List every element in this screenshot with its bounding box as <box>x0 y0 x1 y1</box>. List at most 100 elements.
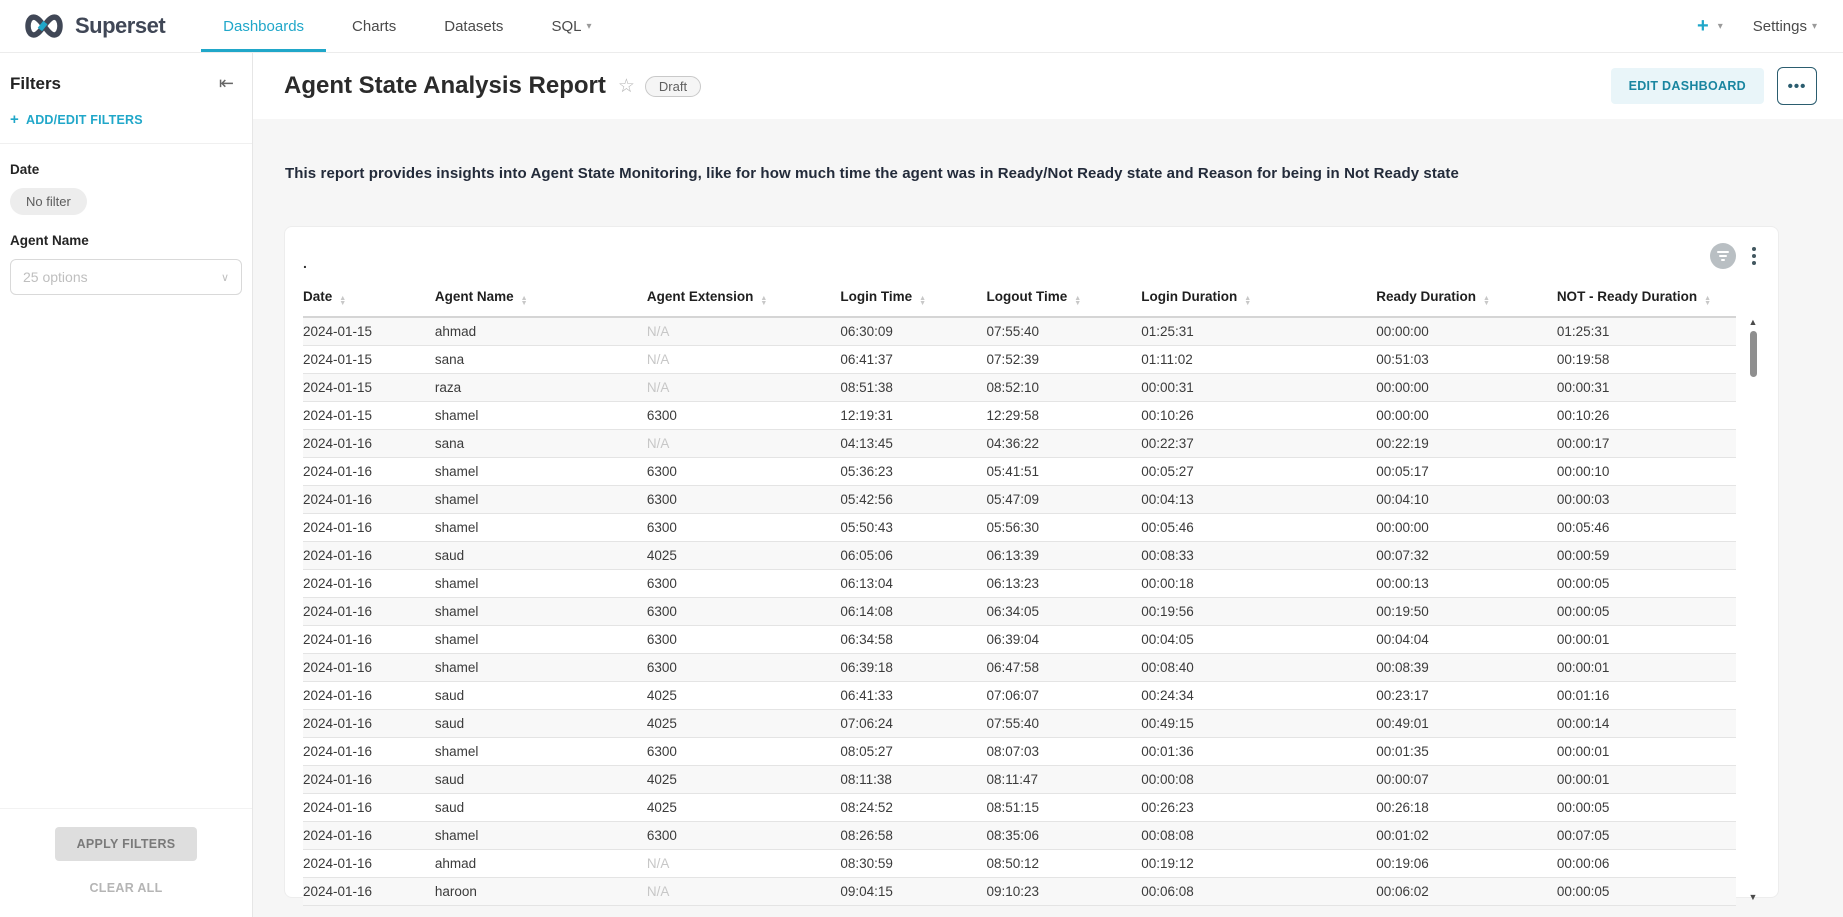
applied-filters-icon[interactable] <box>1710 243 1736 269</box>
table-cell: 00:24:34 <box>1141 681 1377 710</box>
table-cell: 00:00:00 <box>1376 401 1557 430</box>
new-item-button[interactable]: + ▾ <box>1697 16 1723 36</box>
settings-menu[interactable]: Settings ▾ <box>1752 17 1817 35</box>
table-row: 2024-01-16 saud 4025 06:05:06 06:13:39 00:08:… <box>303 541 1736 570</box>
column-header-login-time[interactable]: Login Time ▲ ▼ <box>840 281 987 318</box>
sort-icon: ▲ ▼ <box>1074 295 1082 307</box>
table-cell: 06:13:23 <box>986 569 1142 598</box>
table-row: 2024-01-16 saud 4025 08:11:38 08:11:47 00:00:… <box>303 765 1736 794</box>
table-cell: 05:42:56 <box>840 485 987 514</box>
table-row: 2024-01-16 haroon N/A 09:04:15 09:10:23 00:06… <box>303 877 1736 906</box>
chevron-down-icon: ▾ <box>586 20 592 32</box>
table-cell: 00:19:58 <box>1556 345 1736 374</box>
table-cell: 00:08:40 <box>1141 653 1377 682</box>
agent-name-select[interactable]: 25 options ∨ <box>10 259 242 295</box>
table-cell: 00:01:16 <box>1556 681 1736 710</box>
table-cell: 08:51:38 <box>840 373 987 402</box>
table-cell: 00:00:13 <box>1376 569 1557 598</box>
scroll-up-icon[interactable]: ▲ <box>1748 317 1758 327</box>
column-header-agent-name[interactable]: Agent Name ▲ ▼ <box>434 281 647 318</box>
table-cell: 00:08:39 <box>1376 653 1557 682</box>
scrollbar-thumb[interactable] <box>1749 331 1757 377</box>
table-cell: 00:49:15 <box>1141 709 1377 738</box>
column-header-logout-time[interactable]: Logout Time ▲ ▼ <box>986 281 1142 318</box>
table-cell: 00:00:01 <box>1556 765 1736 794</box>
table-cell: 6300 <box>646 485 841 514</box>
table-header-row: Date ▲ ▼ Agent Name ▲ ▼ Agent Extension ▲ ▼ Login… <box>303 281 1736 318</box>
table-cell: haroon <box>434 877 647 906</box>
table-row: 2024-01-16 saud 4025 06:41:33 07:06:07 00:24:… <box>303 681 1736 710</box>
table-cell: 08:07:03 <box>986 737 1142 766</box>
table-cell: raza <box>434 373 647 402</box>
table-row: 2024-01-16 shamel 6300 05:50:43 05:56:30 00:0… <box>303 513 1736 542</box>
table-cell: 00:07:05 <box>1556 821 1736 850</box>
superset-logo[interactable]: Superset <box>22 0 166 52</box>
table-cell: 2024-01-15 <box>303 317 435 346</box>
table-row: 2024-01-16 shamel 6300 06:13:04 06:13:23 00:0… <box>303 569 1736 598</box>
nav-item-datasets[interactable]: Datasets <box>444 17 504 35</box>
table-cell: 00:00:31 <box>1556 373 1736 402</box>
table-cell: 6300 <box>646 513 841 542</box>
table-cell: 08:30:59 <box>840 849 987 878</box>
chart-title: . <box>303 255 307 271</box>
table-cell: 08:51:15 <box>986 793 1142 822</box>
table-cell: 00:00:05 <box>1556 877 1736 906</box>
table-cell: 00:04:04 <box>1376 625 1557 654</box>
table-cell: 00:19:12 <box>1141 849 1377 878</box>
table-cell: 00:08:08 <box>1141 821 1377 850</box>
table-row: 2024-01-16 sana N/A 04:13:45 04:36:22 00:22:3… <box>303 429 1736 458</box>
table-cell: 6300 <box>646 653 841 682</box>
table-cell: 06:13:04 <box>840 569 987 598</box>
table-cell: 2024-01-15 <box>303 401 435 430</box>
table-cell: 00:00:10 <box>1556 457 1736 486</box>
add-edit-filters-button[interactable]: + ADD/EDIT FILTERS <box>0 94 252 144</box>
table-cell: 00:07:32 <box>1376 541 1557 570</box>
apply-filters-button[interactable]: APPLY FILTERS <box>54 827 198 861</box>
table-cell: 06:34:58 <box>840 625 987 654</box>
table-cell: 4025 <box>646 793 841 822</box>
table-cell: 2024-01-16 <box>303 569 435 598</box>
table-cell: 00:06:02 <box>1376 877 1557 906</box>
nav-item-charts[interactable]: Charts <box>352 17 397 35</box>
table-cell: 00:01:36 <box>1141 737 1377 766</box>
table-cell: 00:05:46 <box>1556 513 1736 542</box>
table-cell: 08:52:10 <box>986 373 1142 402</box>
table-cell: 09:10:23 <box>986 877 1142 906</box>
table-cell: 00:00:31 <box>1141 373 1377 402</box>
favorite-star-icon[interactable]: ☆ <box>617 75 635 97</box>
table-cell: 08:11:47 <box>986 765 1142 794</box>
filters-title: Filters <box>10 73 62 93</box>
column-header-not-ready-duration[interactable]: NOT - Ready Duration ▲ ▼ <box>1556 281 1736 318</box>
dashboard-menu-button[interactable]: ••• <box>1777 67 1817 105</box>
table-cell: 00:00:01 <box>1556 737 1736 766</box>
table-cell: 00:00:17 <box>1556 429 1736 458</box>
sort-icon: ▲ ▼ <box>520 295 528 307</box>
column-header-agent-extension[interactable]: Agent Extension ▲ ▼ <box>646 281 841 318</box>
table-cell: saud <box>434 709 647 738</box>
table-body: 2024-01-15 ahmad N/A 06:30:09 07:55:40 01:25:… <box>303 317 1736 906</box>
table-cell: 4025 <box>646 541 841 570</box>
edit-dashboard-button[interactable]: EDIT DASHBOARD <box>1610 68 1764 104</box>
collapse-sidebar-icon[interactable]: ⇤ <box>218 73 234 93</box>
draft-status-badge: Draft <box>644 75 702 97</box>
table-cell: 2024-01-16 <box>303 541 435 570</box>
scroll-down-icon[interactable]: ▼ <box>1748 892 1758 902</box>
table-cell: 01:25:31 <box>1141 317 1377 346</box>
column-header-date[interactable]: Date ▲ ▼ <box>303 281 435 318</box>
nav-item-sql[interactable]: SQL ▾ <box>551 17 592 35</box>
table-cell: 2024-01-16 <box>303 597 435 626</box>
column-header-ready-duration[interactable]: Ready Duration ▲ ▼ <box>1376 281 1557 318</box>
table-cell: 6300 <box>646 737 841 766</box>
column-header-login-duration[interactable]: Login Duration ▲ ▼ <box>1141 281 1377 318</box>
table-cell: 06:41:37 <box>840 345 987 374</box>
table-cell: 4025 <box>646 709 841 738</box>
sort-icon: ▲ ▼ <box>1704 295 1712 307</box>
table-cell: 00:00:06 <box>1556 849 1736 878</box>
superset-infinity-icon <box>25 14 63 38</box>
table-cell: shamel <box>434 821 647 850</box>
nav-item-dashboards[interactable]: Dashboards <box>199 0 328 52</box>
table-cell: shamel <box>434 513 647 542</box>
table-cell: 2024-01-16 <box>303 737 435 766</box>
chart-menu-button[interactable] <box>1746 245 1762 267</box>
clear-all-button[interactable]: CLEAR ALL <box>89 881 163 895</box>
